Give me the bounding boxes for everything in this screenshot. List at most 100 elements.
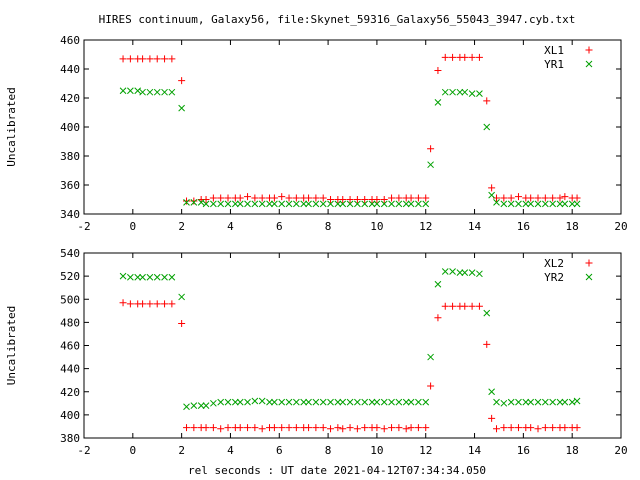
y-axis-label: Uncalibrated (5, 306, 18, 385)
data-point-yr2 (312, 398, 320, 406)
legend-marker (585, 60, 593, 68)
data-point-xl2 (541, 424, 549, 432)
x-tick-label: -2 (77, 444, 90, 457)
data-point-xl1 (388, 194, 396, 202)
data-point-xl1 (346, 196, 354, 203)
x-tick-label: 2 (178, 444, 185, 457)
data-point-yr1 (168, 88, 176, 96)
data-point-yr2 (395, 398, 403, 406)
x-tick-label: 20 (614, 220, 627, 233)
x-tick-label: 4 (227, 220, 234, 233)
y-tick-label: 480 (60, 316, 80, 329)
data-point-yr2 (285, 398, 293, 406)
y-tick-label: 340 (60, 208, 80, 221)
data-point-xl1 (258, 194, 266, 202)
y-axis-label: Uncalibrated (5, 87, 18, 166)
y-tick-label: 540 (60, 247, 80, 260)
data-point-xl1 (319, 194, 327, 202)
data-point-yr1 (476, 90, 483, 98)
y-tick-label: 400 (60, 121, 80, 134)
data-point-xl1 (556, 194, 564, 202)
data-point-yr2 (488, 388, 495, 396)
data-point-xl2 (183, 424, 191, 432)
data-point-xl1 (534, 194, 542, 202)
data-point-yr2 (327, 398, 334, 406)
x-tick-label: 0 (130, 444, 137, 457)
data-point-yr1 (488, 191, 495, 199)
data-point-yr2 (434, 280, 442, 288)
data-point-xl1 (270, 194, 278, 202)
data-point-xl1 (236, 194, 244, 202)
data-point-xl1 (414, 194, 422, 202)
data-point-yr1 (271, 200, 278, 208)
data-point-yr1 (541, 200, 549, 208)
data-point-xl2 (161, 300, 169, 308)
data-point-yr2 (380, 398, 388, 406)
data-point-yr2 (541, 398, 549, 406)
data-point-xl1 (339, 196, 347, 203)
data-point-yr1 (190, 199, 198, 206)
data-point-xl2 (422, 424, 430, 432)
data-point-yr1 (461, 88, 469, 96)
x-tick-label: 10 (370, 220, 383, 233)
data-point-yr1 (258, 200, 266, 208)
data-point-xl2 (507, 424, 515, 432)
data-point-yr1 (534, 200, 542, 208)
data-point-yr2 (190, 402, 198, 409)
data-point-yr2 (183, 403, 190, 411)
data-point-yr2 (422, 398, 430, 406)
data-point-yr2 (305, 398, 312, 406)
y-tick-label: 360 (60, 179, 80, 192)
data-point-xl1 (373, 196, 381, 203)
data-point-yr1 (153, 88, 161, 96)
data-point-yr2 (388, 398, 395, 406)
x-tick-label: 0 (130, 220, 137, 233)
x-tick-label: 6 (276, 220, 283, 233)
data-point-yr2 (534, 398, 542, 406)
data-point-xl2 (334, 424, 342, 432)
data-point-xl2 (475, 302, 483, 310)
data-point-yr1 (427, 161, 434, 169)
data-point-xl1 (422, 194, 430, 202)
data-point-xl2 (514, 424, 522, 432)
data-point-yr1 (312, 200, 320, 208)
data-point-yr2 (373, 398, 381, 406)
plot-frame (83, 252, 622, 439)
data-point-xl2 (119, 299, 127, 307)
data-point-xl2 (434, 314, 442, 322)
data-point-xl1 (483, 97, 491, 105)
data-point-xl2 (244, 424, 252, 432)
data-point-xl2 (373, 424, 381, 432)
data-point-xl2 (402, 425, 410, 433)
data-point-xl1 (224, 194, 232, 202)
data-point-yr2 (522, 398, 530, 406)
data-point-yr2 (507, 398, 515, 406)
data-point-yr1 (415, 200, 422, 208)
y-tick-label: 440 (60, 63, 80, 76)
data-point-xl1 (461, 53, 469, 61)
data-point-xl1 (327, 196, 335, 203)
data-point-xl2 (573, 424, 581, 432)
data-point-yr2 (515, 398, 522, 406)
data-point-xl2 (126, 300, 134, 308)
legend-marker (585, 46, 593, 54)
data-point-yr1 (217, 200, 225, 208)
data-point-xl2 (395, 424, 403, 432)
data-point-xl2 (461, 302, 469, 310)
data-point-xl1 (541, 194, 549, 202)
data-point-xl2 (361, 424, 369, 432)
data-point-yr2 (300, 398, 308, 406)
data-point-yr1 (456, 88, 464, 96)
data-point-yr1 (244, 200, 251, 208)
data-point-yr1 (285, 200, 293, 208)
data-point-xl1 (407, 194, 415, 202)
data-point-yr2 (178, 293, 185, 301)
x-tick-label: 12 (419, 220, 432, 233)
data-point-xl2 (414, 424, 422, 432)
data-point-xl1 (146, 55, 154, 63)
data-point-yr1 (319, 200, 327, 208)
data-point-yr1 (434, 98, 442, 106)
data-point-xl1 (361, 196, 369, 203)
data-point-yr2 (427, 353, 434, 361)
